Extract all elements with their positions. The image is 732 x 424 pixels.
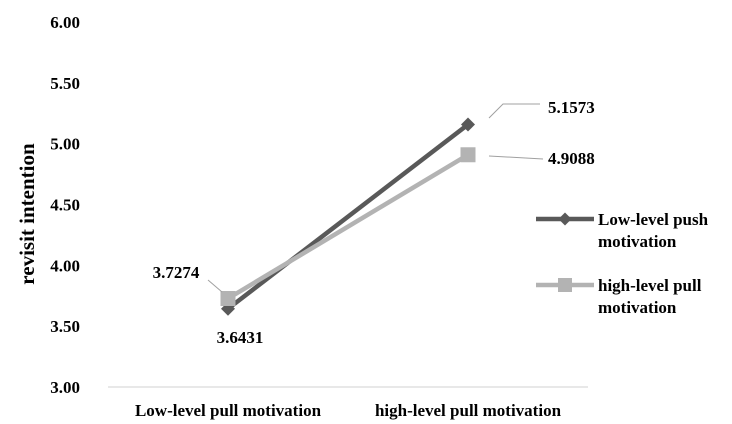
- y-tick-label: 4.50: [50, 196, 80, 215]
- data-label: 3.6431: [217, 328, 264, 347]
- series-line: [225, 152, 471, 301]
- series-line: [225, 122, 471, 312]
- y-axis-label: revisit intention: [15, 143, 39, 285]
- legend-marker-diamond: [558, 212, 572, 226]
- legend-marker-square: [558, 278, 572, 292]
- y-axis-ticks: 3.00 3.50 4.00 4.50 5.00 5.50 6.00: [50, 13, 80, 397]
- y-tick-label: 5.00: [50, 135, 80, 154]
- legend-label: Low-level push motivation: [598, 210, 709, 251]
- series-point-diamond: [461, 117, 475, 132]
- y-tick-label: 3.00: [50, 378, 80, 397]
- data-label-leader: [488, 155, 544, 160]
- series-group: [220, 117, 476, 316]
- y-tick-label: 3.50: [50, 317, 80, 336]
- data-label: 4.9088: [548, 149, 595, 168]
- legend: Low-level push motivation high-level pull m…: [536, 210, 709, 317]
- x-tick-label: high-level pull motivation: [375, 401, 562, 420]
- data-label: 5.1573: [548, 98, 595, 117]
- x-axis-ticks: Low-level pull motivation high-level pull…: [135, 401, 562, 420]
- data-label-leader: [488, 103, 540, 119]
- series-point-square: [460, 147, 476, 163]
- data-label-leader: [207, 279, 223, 293]
- data-label: 3.7274: [153, 263, 200, 282]
- series-point-square: [220, 290, 236, 306]
- y-tick-label: 6.00: [50, 13, 80, 32]
- legend-label: high-level pull motivation: [598, 276, 702, 317]
- y-tick-label: 4.00: [50, 256, 80, 275]
- x-tick-label: Low-level pull motivation: [135, 401, 322, 420]
- y-tick-label: 5.50: [50, 74, 80, 93]
- data-labels: 3.7274 3.6431 5.1573 4.9088: [153, 98, 595, 347]
